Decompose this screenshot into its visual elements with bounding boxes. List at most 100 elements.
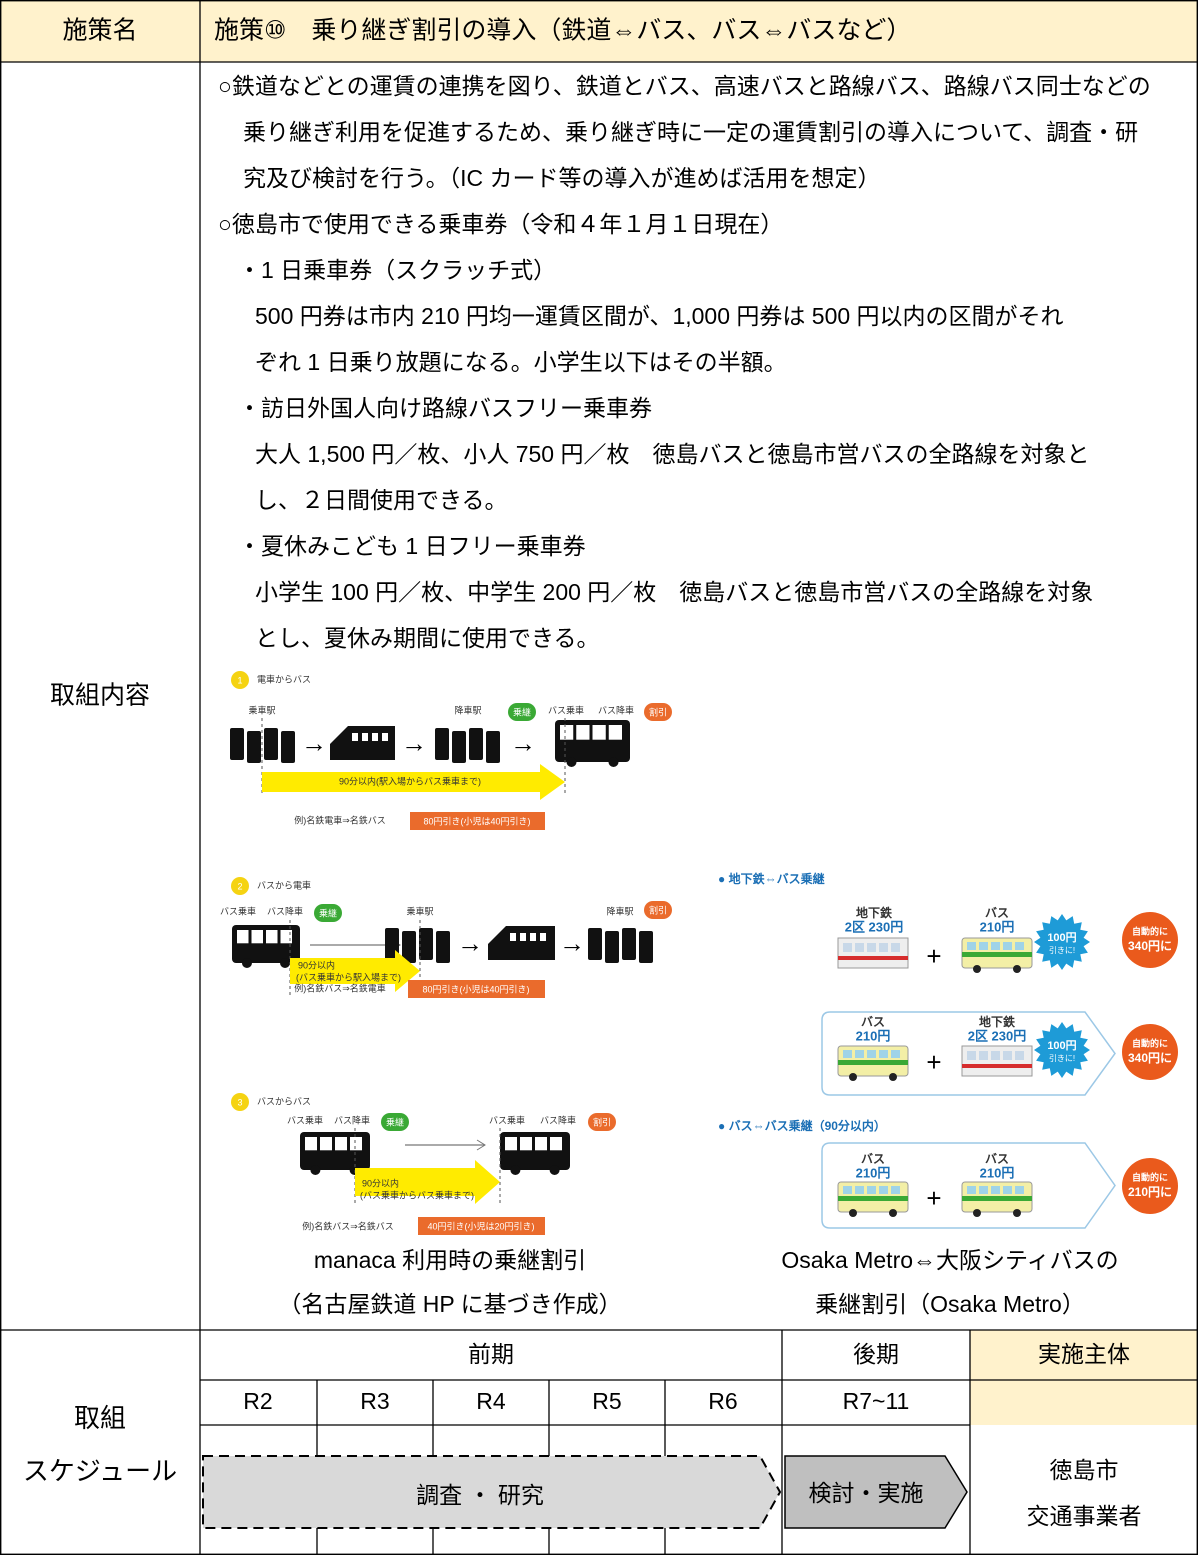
train-window bbox=[979, 1051, 988, 1060]
stripe bbox=[838, 1196, 908, 1201]
gate-icon bbox=[452, 731, 466, 763]
result-text: 自動的に bbox=[1132, 1037, 1168, 1048]
bus-window bbox=[867, 1186, 876, 1194]
stripe bbox=[962, 1196, 1032, 1201]
step-num-text: 2 bbox=[237, 881, 242, 891]
fare: 2区 230円 bbox=[968, 1028, 1027, 1043]
train-icon bbox=[330, 726, 395, 760]
phase: 前期 bbox=[468, 1341, 514, 1367]
arrow-head bbox=[476, 1139, 486, 1151]
task: 調査 ・ 研究 bbox=[416, 1482, 544, 1508]
train-window bbox=[520, 933, 526, 941]
bus-window bbox=[505, 1137, 517, 1151]
bus-window bbox=[843, 1186, 852, 1194]
discount: 80円引き(小児は40円引き) bbox=[422, 984, 529, 994]
example: 例)名鉄バス⇒名鉄電車 bbox=[294, 982, 386, 993]
bus-window bbox=[320, 1137, 332, 1151]
badge-text: 乗継 bbox=[513, 706, 531, 717]
step-num bbox=[231, 877, 249, 895]
badge-text: 割引 bbox=[649, 904, 667, 915]
row-label: 取組 bbox=[74, 1403, 126, 1433]
gate-icon bbox=[247, 731, 261, 763]
wheel bbox=[889, 1073, 897, 1081]
wheel bbox=[566, 757, 577, 767]
star-text: 100円 bbox=[1047, 931, 1076, 944]
result-text: 自動的に bbox=[1132, 1171, 1168, 1182]
train-window bbox=[991, 1051, 1000, 1060]
badge-text: 割引 bbox=[593, 1116, 611, 1127]
discount: 80円引き(小児は40円引き) bbox=[423, 816, 530, 826]
period: 90分以内 bbox=[362, 1177, 399, 1188]
gate-icon bbox=[436, 931, 450, 963]
policy-title: 施策⑩ 乗り継ぎ割引の導入（鉄道⇔バス、バス⇔バスなど） bbox=[214, 17, 911, 45]
gate-icon bbox=[605, 931, 619, 963]
owner-label: 実施主体 bbox=[1038, 1341, 1130, 1367]
content-line: ・夏休みこども 1 日フリー乗車券 bbox=[238, 533, 586, 559]
content-line: とし、夏休み期間に使用できる。 bbox=[255, 625, 600, 651]
arrow: → bbox=[457, 928, 483, 958]
gate-icon bbox=[435, 728, 449, 760]
year: R4 bbox=[476, 1388, 506, 1414]
train-icon bbox=[961, 1045, 1033, 1077]
step-num bbox=[231, 1093, 249, 1111]
badge bbox=[381, 1113, 409, 1131]
task-arrow bbox=[202, 1455, 782, 1529]
train-window bbox=[891, 943, 900, 952]
step-title: 電車からバス bbox=[257, 673, 311, 684]
step-label: バス乗車 bbox=[287, 1114, 323, 1125]
train-window bbox=[382, 733, 388, 741]
stripe bbox=[962, 1064, 1032, 1068]
bus-window bbox=[350, 1137, 362, 1151]
stripe bbox=[838, 956, 908, 960]
badge-text: 乗継 bbox=[319, 907, 337, 918]
gate-icon bbox=[639, 931, 653, 963]
arrow: → bbox=[559, 928, 585, 958]
fare: 210円 bbox=[856, 1028, 891, 1043]
gate-icon bbox=[230, 728, 244, 760]
wheel bbox=[849, 1073, 857, 1081]
wheel bbox=[310, 1165, 321, 1175]
train-window bbox=[530, 933, 536, 941]
period: 90分以内(駅入場からバス乗車まで) bbox=[339, 775, 481, 786]
step-label: バス乗車 bbox=[489, 1114, 525, 1125]
example: 例)名鉄電車⇒名鉄バス bbox=[294, 814, 386, 825]
train-window bbox=[510, 933, 516, 941]
star-text: 100円 bbox=[1047, 1039, 1076, 1052]
result-text: 210円に bbox=[1128, 1185, 1172, 1199]
row-label: スケジュール bbox=[23, 1456, 177, 1486]
gate-icon bbox=[419, 928, 433, 960]
train-window bbox=[967, 1051, 976, 1060]
star-text: 引きに! bbox=[1049, 946, 1075, 955]
gate-icon bbox=[622, 928, 636, 960]
bus-window bbox=[855, 1050, 864, 1058]
mode: バス bbox=[985, 1152, 1009, 1166]
mode: 地下鉄 bbox=[979, 1014, 1015, 1029]
section-heading: ● バス⇔バス乗継（90分以内） bbox=[718, 1118, 886, 1133]
caption: （名古屋鉄道 HP に基づき作成） bbox=[278, 1291, 621, 1317]
step-label: バス降車 bbox=[598, 704, 634, 715]
yellow-arrow bbox=[290, 950, 420, 992]
bus-window bbox=[1015, 1186, 1024, 1194]
wheel bbox=[1013, 1209, 1021, 1217]
step-label: バス乗車 bbox=[548, 704, 584, 715]
stripe bbox=[962, 952, 1032, 957]
plus: + bbox=[926, 1183, 941, 1213]
example: 例)名鉄バス⇒名鉄バス bbox=[302, 1220, 394, 1231]
content-line: ぞれ 1 日乗り放題になる。小学生以下はその半額。 bbox=[255, 349, 787, 375]
wheel bbox=[241, 958, 252, 968]
bus-window bbox=[991, 942, 1000, 950]
train-window bbox=[362, 733, 368, 741]
bus-window bbox=[891, 1186, 900, 1194]
bus-window bbox=[1015, 942, 1024, 950]
gate-icon bbox=[469, 728, 483, 760]
badge bbox=[314, 904, 342, 922]
bus-window bbox=[280, 930, 292, 944]
caption: 乗継割引（Osaka Metro） bbox=[815, 1291, 1085, 1317]
phase: 後期 bbox=[853, 1341, 899, 1367]
bus-window bbox=[535, 1137, 547, 1151]
owner: 徳島市 bbox=[1050, 1457, 1119, 1483]
step-label: 降車駅 bbox=[454, 704, 481, 715]
caption: manaca 利用時の乗継割引 bbox=[314, 1247, 586, 1273]
bus-window bbox=[266, 930, 278, 944]
